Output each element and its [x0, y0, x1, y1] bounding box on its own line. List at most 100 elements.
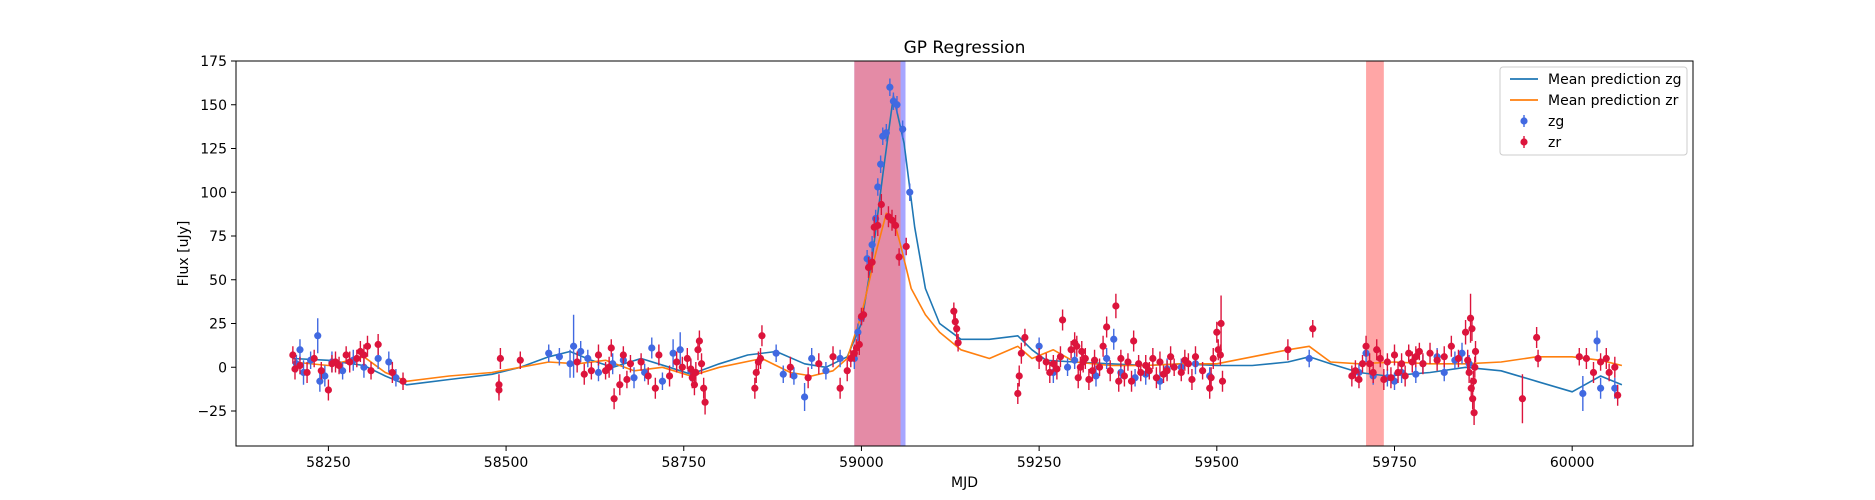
data-point-zr: [1575, 348, 1583, 366]
data-point-zr: [289, 346, 297, 364]
data-point-zr: [496, 348, 504, 369]
data-point-zr: [665, 365, 674, 387]
y-axis-ticks: −25 0 25 50 75 100 125 150 175: [197, 54, 236, 420]
y-axis-label: Flux [uJy]: [176, 221, 192, 287]
data-point-zr: [1015, 365, 1023, 387]
data-point-zr: [335, 356, 343, 375]
data-point-zr: [1309, 320, 1317, 338]
data-point-zg: [566, 349, 574, 378]
data-point-zg: [874, 178, 882, 196]
legend: Mean prediction zg Mean prediction zr zg zr: [1499, 66, 1688, 156]
data-point-zg: [882, 124, 890, 142]
data-point-zg: [1110, 328, 1118, 350]
data-point-zr: [1470, 400, 1478, 425]
data-point-zr: [1207, 367, 1215, 389]
data-point-zg: [630, 367, 638, 389]
data-point-zr: [1099, 335, 1107, 357]
y-tick-label: 75: [209, 229, 227, 245]
data-point-zr: [695, 330, 703, 352]
data-point-zr: [829, 346, 837, 368]
legend-entry: zr: [1520, 135, 1561, 151]
data-point-zr: [1355, 370, 1363, 389]
data-point-zr: [692, 362, 700, 383]
data-point-zr: [1589, 362, 1598, 383]
legend-label: zr: [1548, 135, 1561, 151]
data-point-zr: [1383, 353, 1391, 371]
data-point-zr: [953, 318, 961, 340]
x-tick-label: 59250: [1017, 455, 1062, 471]
data-point-zr: [353, 349, 361, 368]
data-point-zr: [1380, 369, 1388, 390]
data-point-zr: [1602, 348, 1610, 369]
x-tick-label: 58500: [484, 455, 529, 471]
data-point-zg: [800, 383, 809, 411]
data-point-zr: [1188, 369, 1196, 390]
data-point-zr: [1117, 349, 1125, 368]
data-point-zr: [1358, 355, 1367, 373]
data-point-zr: [1415, 342, 1423, 361]
y-tick-label: −25: [197, 404, 227, 420]
highlight-spans: [854, 61, 1384, 446]
data-point-zr: [864, 257, 873, 278]
x-tick-label: 59500: [1195, 455, 1240, 471]
data-point-zg: [1103, 348, 1111, 369]
data-point-zg: [577, 341, 585, 362]
data-point-zr: [1405, 344, 1413, 362]
data-point-zr: [303, 362, 311, 383]
legend-box: [1499, 66, 1688, 156]
data-point-zr: [1191, 346, 1200, 368]
x-axis-ticks: 58250 58500 58750 59000 59250 59500 59750 60000: [306, 446, 1594, 471]
data-point-zg: [676, 332, 684, 368]
data-point-zr: [1177, 363, 1185, 382]
data-point-zr: [786, 356, 794, 378]
data-point-zr: [1124, 353, 1132, 371]
data-point-zr: [607, 339, 615, 357]
data-point-zg: [392, 369, 400, 387]
data-point-zr: [1213, 321, 1221, 343]
data-point-zr: [1426, 342, 1434, 364]
data-point-zr: [847, 349, 855, 368]
data-point-zr: [683, 348, 691, 369]
data-point-zg: [1305, 349, 1313, 368]
data-point-zr: [877, 194, 885, 215]
data-point-zr: [310, 349, 318, 368]
data-point-zg: [1597, 377, 1605, 399]
span-zr: [854, 61, 901, 446]
data-point-zr: [363, 335, 372, 357]
data-point-zr: [594, 344, 603, 366]
data-point-zr: [815, 353, 823, 375]
data-point-zr: [1095, 358, 1104, 376]
data-point-zr: [758, 325, 766, 347]
data-point-zr: [1447, 335, 1455, 357]
data-point-zr: [1614, 384, 1622, 406]
data-point-zr: [360, 344, 368, 366]
data-point-zg: [868, 236, 876, 254]
data-point-zr: [516, 351, 524, 369]
data-point-zr: [1198, 362, 1207, 380]
data-point-zr: [678, 356, 686, 378]
data-point-zg: [877, 155, 885, 173]
data-point-zr: [1130, 330, 1138, 352]
data-point-zg: [906, 183, 914, 201]
data-point-zr: [859, 307, 868, 322]
data-point-zr: [1433, 349, 1441, 371]
data-point-zr: [1217, 295, 1225, 352]
data-point-zr: [868, 251, 876, 273]
data-point-zr: [637, 353, 645, 371]
data-point-zg: [772, 344, 780, 362]
data-point-zr: [1376, 349, 1384, 368]
data-point-zg: [886, 78, 894, 96]
data-point-zr: [605, 356, 613, 378]
data-point-zg: [609, 353, 617, 375]
data-point-zr: [342, 346, 350, 364]
data-point-zg: [893, 96, 901, 114]
data-point-zr: [1090, 349, 1099, 371]
data-point-zr: [1156, 351, 1164, 373]
x-tick-label: 58750: [661, 455, 706, 471]
data-point-zg: [569, 314, 578, 378]
y-tick-label: 50: [209, 273, 227, 289]
data-point-zr: [700, 377, 708, 399]
x-tick-label: 60000: [1550, 455, 1595, 471]
data-point-zr: [587, 362, 595, 380]
data-point-zr: [1611, 356, 1619, 378]
